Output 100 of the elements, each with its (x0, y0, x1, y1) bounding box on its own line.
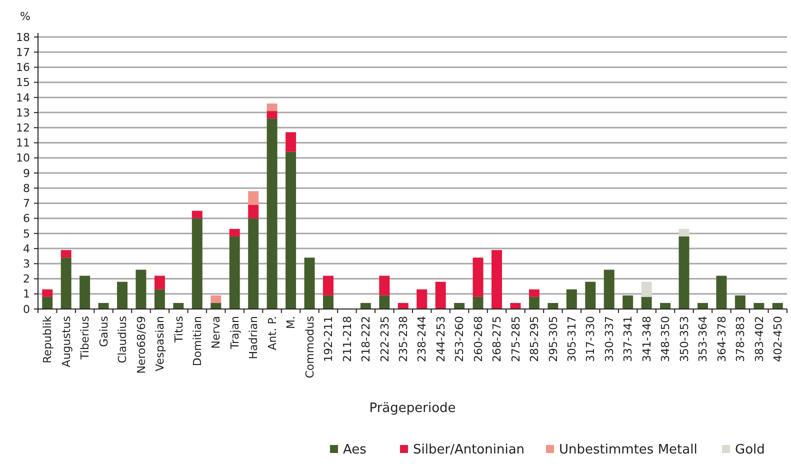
x-tick-label: 330-337 (602, 316, 616, 362)
bar (472, 296, 484, 309)
y-tick-label: 2 (23, 272, 30, 286)
y-tick-label: 8 (23, 182, 30, 195)
legend-label: Silber/Antoninian (413, 442, 525, 458)
bar (398, 302, 408, 309)
x-tick-label: 317-330 (584, 316, 598, 362)
x-tick-label: Vespasian (154, 316, 167, 372)
x-tick-label: 364-378 (715, 316, 728, 362)
bar (772, 302, 783, 309)
y-tick-label: 0 (23, 302, 30, 316)
bar (716, 276, 727, 309)
bar (266, 103, 278, 112)
bar (117, 282, 128, 309)
x-tick-label: 275-285 (509, 316, 522, 362)
bar (136, 270, 146, 309)
bar (248, 191, 259, 205)
bar (360, 302, 371, 309)
bar (379, 276, 390, 296)
bar (173, 302, 184, 309)
y-tick-label: 10 (16, 152, 30, 165)
bar (286, 132, 296, 152)
bar (192, 218, 202, 309)
x-tick-label: Nero68/69 (134, 316, 148, 374)
x-tick-label: 353-364 (696, 316, 710, 362)
y-tick-label: 16 (16, 61, 30, 74)
x-tick-label: 337-341 (622, 316, 635, 362)
bar (697, 302, 708, 309)
x-tick-label: 341-348 (640, 316, 654, 362)
bar (210, 295, 222, 303)
x-tick-label: Claudius (116, 316, 130, 364)
bar (585, 282, 596, 309)
bar (322, 276, 334, 296)
y-tick-label: 13 (16, 106, 30, 120)
bar (528, 296, 540, 309)
bar (641, 282, 652, 297)
x-tick-label: 244-253 (434, 316, 448, 362)
bar (416, 289, 428, 309)
bar (210, 302, 222, 309)
x-tick-label: 253-260 (453, 316, 466, 362)
bar (322, 295, 334, 309)
y-tick-label: 17 (16, 46, 30, 59)
x-tick-label: Nerva (210, 316, 223, 349)
bar (60, 258, 72, 309)
bar (548, 302, 558, 309)
bar (622, 295, 634, 309)
y-tick-label: 15 (16, 76, 30, 90)
bar (678, 236, 690, 309)
bar (60, 250, 72, 258)
bar (754, 302, 764, 309)
bar (604, 270, 614, 309)
y-tick-label: 4 (23, 242, 30, 256)
bar (304, 258, 315, 309)
y-tick-label: 18 (16, 30, 30, 44)
x-tick-label: Tiberius (78, 316, 92, 360)
x-tick-label: 350-353 (678, 316, 691, 362)
bar (641, 296, 652, 309)
bar (266, 111, 278, 119)
y-tick-label: 1 (23, 288, 30, 301)
x-tick-label: 268-275 (490, 316, 504, 362)
legend-label: Unbestimmtes Metall (559, 442, 698, 458)
bar (248, 218, 259, 309)
x-axis-title: Prägeperiode (369, 401, 456, 416)
x-tick-label: 238-244 (416, 316, 429, 362)
y-tick-label: 3 (23, 258, 30, 271)
x-tick-label: 192-211 (322, 316, 336, 362)
x-tick-label: 305-317 (566, 316, 579, 362)
y-tick-label: 6 (23, 212, 30, 226)
bar (472, 258, 484, 297)
bar (80, 276, 90, 309)
bar (566, 289, 577, 309)
bar (510, 302, 521, 309)
bar (154, 289, 165, 309)
x-tick-label: 285-295 (528, 316, 542, 362)
bar (229, 236, 240, 309)
x-tick-label: M. (284, 316, 298, 329)
y-tick-label: 7 (23, 197, 30, 210)
y-tick-label: 14 (16, 91, 30, 104)
bar (229, 228, 240, 236)
x-tick-label: Augustus (60, 316, 73, 368)
bar (528, 289, 540, 297)
bar (492, 250, 502, 309)
x-tick-label: Titus (172, 316, 186, 344)
bar (154, 276, 165, 290)
bar (678, 228, 690, 236)
x-tick-label: Trajan (228, 316, 242, 350)
x-tick-label: Republik (41, 315, 54, 364)
x-tick-label: 218-222 (360, 316, 373, 362)
y-axis-title: % (20, 10, 30, 23)
x-tick-label: 260-268 (472, 316, 485, 362)
bar (454, 302, 465, 309)
bar (42, 296, 53, 309)
x-tick-label: 235-238 (396, 316, 410, 362)
bar (379, 295, 390, 309)
y-tick-label: 5 (23, 227, 30, 240)
x-tick-label: 402-450 (771, 316, 784, 362)
bar (660, 302, 671, 309)
x-tick-label: 383-402 (752, 316, 766, 362)
x-tick-label: 211-218 (340, 316, 354, 362)
y-tick-label: 9 (23, 166, 30, 180)
